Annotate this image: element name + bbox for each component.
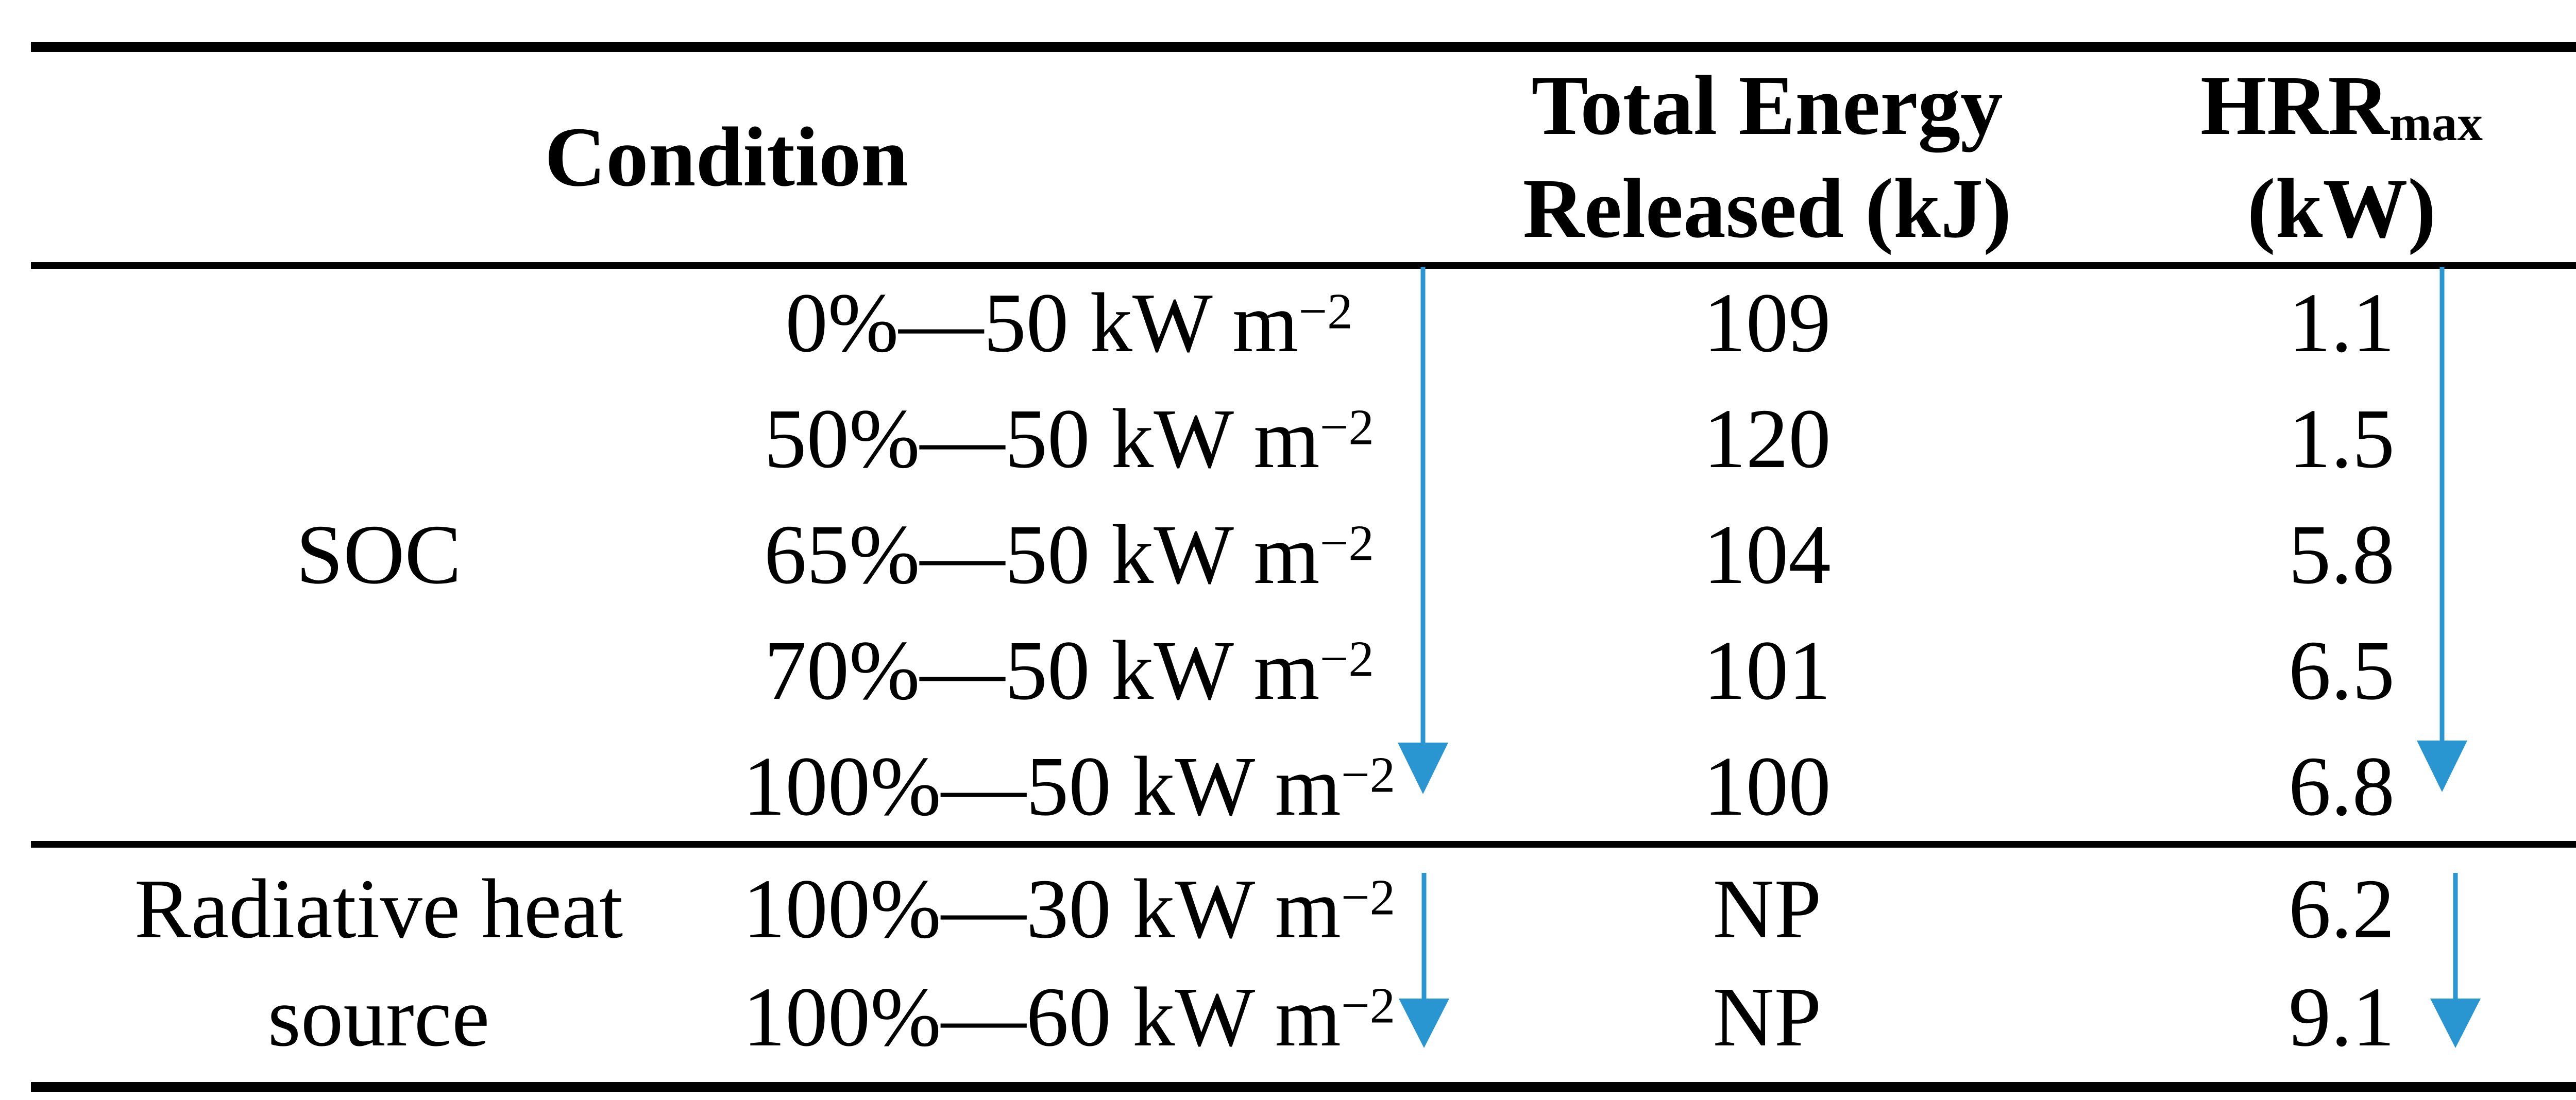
condition-text: 0%—50 kW m bbox=[785, 276, 1299, 370]
header-total-energy-line1: Total Energy bbox=[1531, 58, 2003, 152]
table-rule-top bbox=[31, 42, 2576, 52]
column-header-hrr-max: HRRmax (kW) bbox=[2110, 54, 2573, 260]
table-rule-header bbox=[31, 262, 2576, 269]
header-condition-label: Condition bbox=[544, 110, 909, 204]
column-header-condition: Condition bbox=[211, 54, 1242, 260]
group-label-radiative-line2: source bbox=[267, 970, 490, 1064]
table-rule-bottom bbox=[31, 1082, 2576, 1092]
cell-hrr-max: 1.1 bbox=[2288, 276, 2395, 370]
cell-condition: 0%—50 kW m−2 bbox=[708, 271, 1430, 374]
cell-condition: 100%—50 kW m−2 bbox=[708, 735, 1430, 838]
condition-superscript: −2 bbox=[1341, 747, 1396, 803]
condition-text: 100%—50 kW m bbox=[742, 739, 1341, 833]
cell-total-energy: NP bbox=[1713, 862, 1822, 956]
header-hrr-unit: (kW) bbox=[2247, 161, 2436, 255]
table-rule-section bbox=[31, 841, 2576, 848]
condition-superscript: −2 bbox=[1319, 631, 1374, 688]
cell-total-energy: 109 bbox=[1703, 276, 1831, 370]
condition-superscript: −2 bbox=[1298, 283, 1353, 340]
cell-condition: 100%—60 kW m−2 bbox=[708, 966, 1430, 1069]
cell-hrr-max: 1.5 bbox=[2288, 391, 2395, 486]
condition-superscript: −2 bbox=[1341, 977, 1396, 1034]
condition-superscript: −2 bbox=[1341, 869, 1396, 926]
group-label-soc: SOC bbox=[296, 507, 462, 601]
cell-hrr-max: 6.5 bbox=[2288, 623, 2395, 717]
cell-total-energy: 104 bbox=[1703, 507, 1831, 601]
condition-text: 100%—30 kW m bbox=[742, 862, 1341, 956]
condition-text: 70%—50 kW m bbox=[764, 623, 1320, 717]
header-hrr-line1: HRRmax bbox=[2110, 54, 2573, 157]
cell-total-energy: 100 bbox=[1703, 739, 1831, 833]
cell-total-energy: NP bbox=[1713, 970, 1822, 1064]
cell-condition: 100%—30 kW m−2 bbox=[708, 857, 1430, 960]
condition-text: 65%—50 kW m bbox=[764, 507, 1320, 601]
down-arrow-icon bbox=[2417, 267, 2467, 792]
header-total-energy-line2: Released (kJ) bbox=[1522, 161, 2012, 255]
down-arrow-icon bbox=[2430, 873, 2481, 1048]
cell-total-energy: 120 bbox=[1703, 391, 1831, 486]
column-header-total-energy: Total Energy Released (kJ) bbox=[1432, 54, 2102, 260]
condition-text: 50%—50 kW m bbox=[764, 391, 1320, 486]
cell-hrr-max: 6.2 bbox=[2288, 862, 2395, 956]
cell-condition: 65%—50 kW m−2 bbox=[708, 503, 1430, 606]
cell-hrr-max: 6.8 bbox=[2288, 739, 2395, 833]
down-arrow-icon bbox=[1398, 267, 1448, 794]
header-hrr-base: HRR bbox=[2200, 58, 2389, 152]
cell-condition: 50%—50 kW m−2 bbox=[708, 387, 1430, 490]
group-label-radiative-line1: Radiative heat bbox=[134, 862, 623, 956]
condition-text: 100%—60 kW m bbox=[742, 970, 1341, 1064]
condition-superscript: −2 bbox=[1319, 515, 1374, 572]
condition-superscript: −2 bbox=[1319, 399, 1374, 456]
cell-total-energy: 101 bbox=[1703, 623, 1831, 717]
cell-condition: 70%—50 kW m−2 bbox=[708, 619, 1430, 722]
down-arrow-icon bbox=[1399, 873, 1449, 1048]
cell-hrr-max: 5.8 bbox=[2288, 507, 2395, 601]
header-hrr-subscript: max bbox=[2389, 95, 2483, 151]
cell-hrr-max: 9.1 bbox=[2288, 970, 2395, 1064]
